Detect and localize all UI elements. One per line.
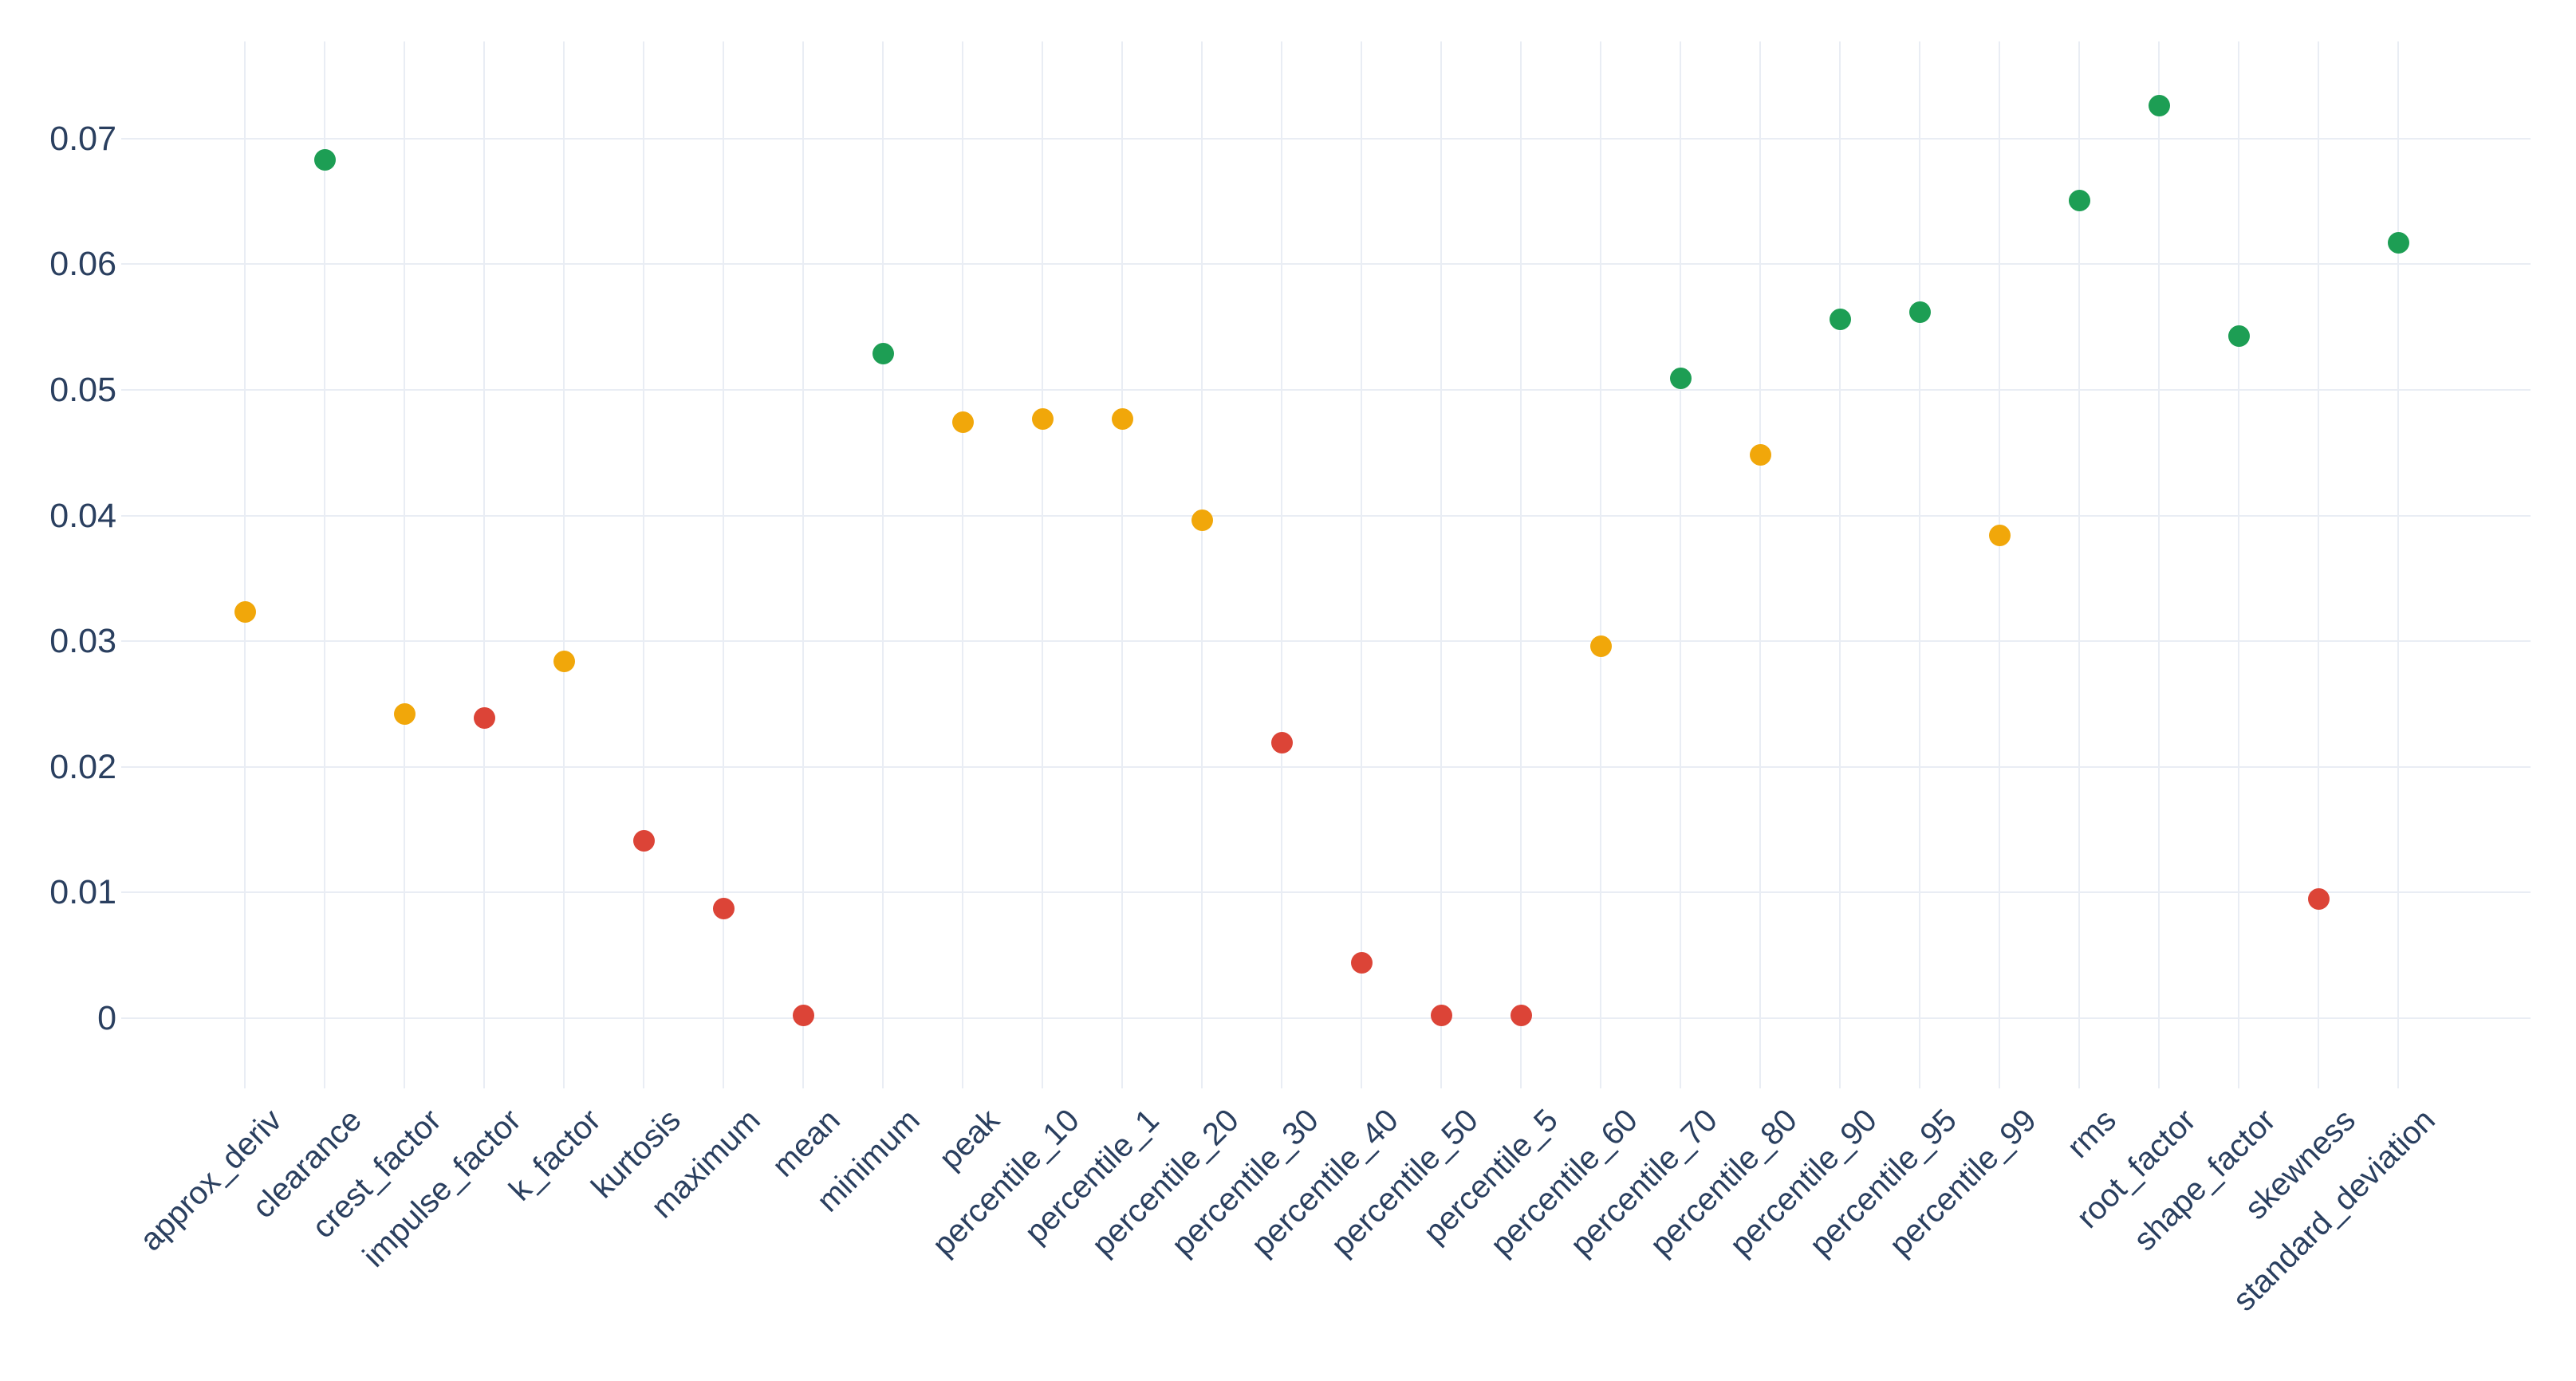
vertical-gridline bbox=[1680, 41, 1681, 1088]
vertical-gridline bbox=[1919, 41, 1920, 1088]
vertical-gridline bbox=[404, 41, 405, 1088]
vertical-gridline bbox=[1999, 41, 2000, 1088]
data-point-percentile_95 bbox=[1908, 301, 1931, 323]
vertical-gridline bbox=[1440, 41, 1442, 1088]
vertical-gridline bbox=[1201, 41, 1203, 1088]
data-point-peak bbox=[951, 411, 974, 434]
data-point-percentile_10 bbox=[1031, 407, 1054, 430]
vertical-gridline bbox=[1520, 41, 1522, 1088]
data-point-crest_factor bbox=[393, 703, 416, 726]
y-axis-tick-label: 0.05 bbox=[49, 371, 116, 409]
data-point-percentile_50 bbox=[1430, 1005, 1452, 1027]
y-axis-tick-label: 0.04 bbox=[49, 496, 116, 535]
horizontal-gridline bbox=[121, 1017, 2531, 1019]
data-point-percentile_80 bbox=[1749, 444, 1771, 466]
horizontal-gridline bbox=[121, 263, 2531, 266]
data-point-standard_deviation bbox=[2387, 232, 2409, 254]
data-point-k_factor bbox=[553, 650, 575, 672]
horizontal-gridline bbox=[121, 640, 2531, 643]
data-point-percentile_1 bbox=[1111, 407, 1133, 430]
data-point-percentile_90 bbox=[1829, 309, 1851, 331]
vertical-gridline bbox=[1281, 41, 1282, 1088]
y-axis-tick-label: 0 bbox=[97, 999, 116, 1037]
data-point-approx_deriv bbox=[234, 601, 256, 624]
y-axis-tick-label: 0.02 bbox=[49, 747, 116, 786]
vertical-gridline bbox=[324, 41, 325, 1088]
data-point-percentile_30 bbox=[1270, 732, 1293, 754]
y-axis-tick-label: 0.03 bbox=[49, 622, 116, 661]
data-point-maximum bbox=[712, 898, 735, 920]
data-point-root_factor bbox=[2148, 95, 2170, 117]
vertical-gridline bbox=[962, 41, 963, 1088]
data-point-percentile_99 bbox=[1988, 525, 2011, 547]
horizontal-gridline bbox=[121, 891, 2531, 894]
data-point-kurtosis bbox=[632, 830, 655, 852]
data-point-percentile_20 bbox=[1191, 510, 1213, 532]
vertical-gridline bbox=[563, 41, 565, 1088]
vertical-gridline bbox=[643, 41, 644, 1088]
vertical-gridline bbox=[2158, 41, 2160, 1088]
data-point-percentile_60 bbox=[1589, 635, 1612, 657]
vertical-gridline bbox=[1600, 41, 1601, 1088]
horizontal-gridline bbox=[121, 137, 2531, 140]
data-point-percentile_5 bbox=[1510, 1005, 1532, 1027]
vertical-gridline bbox=[483, 41, 485, 1088]
data-point-percentile_70 bbox=[1669, 368, 1692, 390]
vertical-gridline bbox=[2318, 41, 2319, 1088]
horizontal-gridline bbox=[121, 389, 2531, 391]
vertical-gridline bbox=[1361, 41, 1362, 1088]
data-point-mean bbox=[792, 1005, 814, 1027]
vertical-gridline bbox=[2397, 41, 2399, 1088]
data-point-shape_factor bbox=[2227, 325, 2250, 347]
data-point-rms bbox=[2068, 189, 2090, 211]
vertical-gridline bbox=[1759, 41, 1761, 1088]
vertical-gridline bbox=[723, 41, 724, 1088]
vertical-gridline bbox=[1042, 41, 1043, 1088]
vertical-gridline bbox=[882, 41, 884, 1088]
data-point-clearance bbox=[313, 149, 336, 171]
data-point-skewness bbox=[2307, 887, 2330, 910]
horizontal-gridline bbox=[121, 514, 2531, 517]
vertical-gridline bbox=[2238, 41, 2239, 1088]
y-axis-tick-label: 0.06 bbox=[49, 245, 116, 284]
data-point-impulse_factor bbox=[473, 706, 495, 729]
data-point-percentile_40 bbox=[1350, 952, 1373, 974]
vertical-gridline bbox=[802, 41, 804, 1088]
vertical-gridline bbox=[244, 41, 246, 1088]
y-axis-tick-label: 0.07 bbox=[49, 119, 116, 158]
horizontal-gridline bbox=[121, 765, 2531, 768]
vertical-gridline bbox=[1839, 41, 1841, 1088]
vertical-gridline bbox=[1121, 41, 1123, 1088]
y-axis-tick-label: 0.01 bbox=[49, 873, 116, 912]
data-point-minimum bbox=[872, 342, 894, 364]
